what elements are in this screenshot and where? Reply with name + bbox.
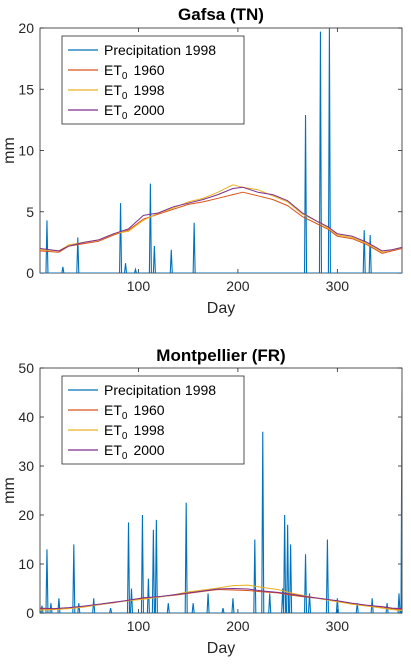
x-tick-label: 100 [127, 278, 151, 294]
x-tick-label: 300 [326, 618, 350, 634]
legend-base: ET [104, 102, 122, 118]
y-tick-label: 0 [26, 605, 34, 621]
legend-entry-precip: Precipitation 1998 [104, 382, 216, 398]
legend-base: ET [104, 402, 122, 418]
y-tick-label: 30 [18, 458, 34, 474]
legend-base: ET [104, 422, 122, 438]
x-axis-label: Day [207, 640, 235, 657]
y-axis-label: mm [1, 477, 18, 504]
y-tick-label: 40 [18, 409, 34, 425]
chart-title: Montpellier (FR) [156, 346, 285, 365]
legend-year: 2000 [133, 102, 164, 118]
series-et2000 [40, 588, 402, 610]
x-tick-label: 300 [326, 278, 350, 294]
x-tick-label: 200 [226, 618, 250, 634]
y-tick-label: 10 [18, 556, 34, 572]
legend-base: ET [104, 62, 122, 78]
legend-year: 1998 [133, 422, 164, 438]
legend-entry-et2000: ET0 2000 [104, 102, 165, 122]
y-tick-label: 5 [26, 204, 34, 220]
legend-subscript: 0 [122, 91, 128, 102]
x-tick-label: 100 [127, 618, 151, 634]
series-et1960 [40, 191, 402, 254]
x-tick-label: 200 [226, 278, 250, 294]
series-precipitation-1998 [40, 28, 402, 273]
gafsa-chart: Gafsa (TN) 100 200 300 0 5 10 15 20 Day mm Precipit… [1, 5, 403, 317]
y-tick-label: 20 [18, 507, 34, 523]
y-tick-label: 20 [18, 20, 34, 36]
x-axis-label: Day [207, 300, 235, 317]
legend-year: 1960 [133, 402, 164, 418]
legend-year: 1998 [133, 82, 164, 98]
legend-subscript: 0 [122, 71, 128, 82]
legend-year: 1960 [133, 62, 164, 78]
legend-subscript: 0 [122, 111, 128, 122]
legend-entry-et2000: ET0 2000 [104, 442, 165, 462]
series-et2000 [40, 186, 402, 252]
legend-entry-et1960: ET0 1960 [104, 402, 165, 422]
legend-year: 2000 [133, 442, 164, 458]
legend-subscript: 0 [122, 451, 128, 462]
y-tick-label: 0 [26, 265, 34, 281]
legend-base: ET [104, 442, 122, 458]
legend-base: Precipitation 1998 [104, 42, 216, 58]
legend-subscript: 0 [122, 411, 128, 422]
legend-entry-et1998: ET0 1998 [104, 82, 165, 102]
legend-base: ET [104, 82, 122, 98]
legend-entry-et1960: ET0 1960 [104, 62, 165, 82]
chart-title: Gafsa (TN) [178, 5, 264, 24]
y-tick-label: 15 [18, 81, 34, 97]
legend-entry-precip: Precipitation 1998 [104, 42, 216, 58]
montpellier-chart: Montpellier (FR) 100 200 300 0 10 20 30 40 50 Day m… [1, 346, 403, 657]
legend-subscript: 0 [122, 431, 128, 442]
legend-base: Precipitation 1998 [104, 382, 216, 398]
y-tick-label: 10 [18, 143, 34, 159]
y-tick-label: 50 [18, 360, 34, 376]
legend-box [61, 35, 245, 125]
legend-entry-et1998: ET0 1998 [104, 422, 165, 442]
legend-box [61, 375, 245, 465]
y-axis-label: mm [1, 137, 18, 164]
